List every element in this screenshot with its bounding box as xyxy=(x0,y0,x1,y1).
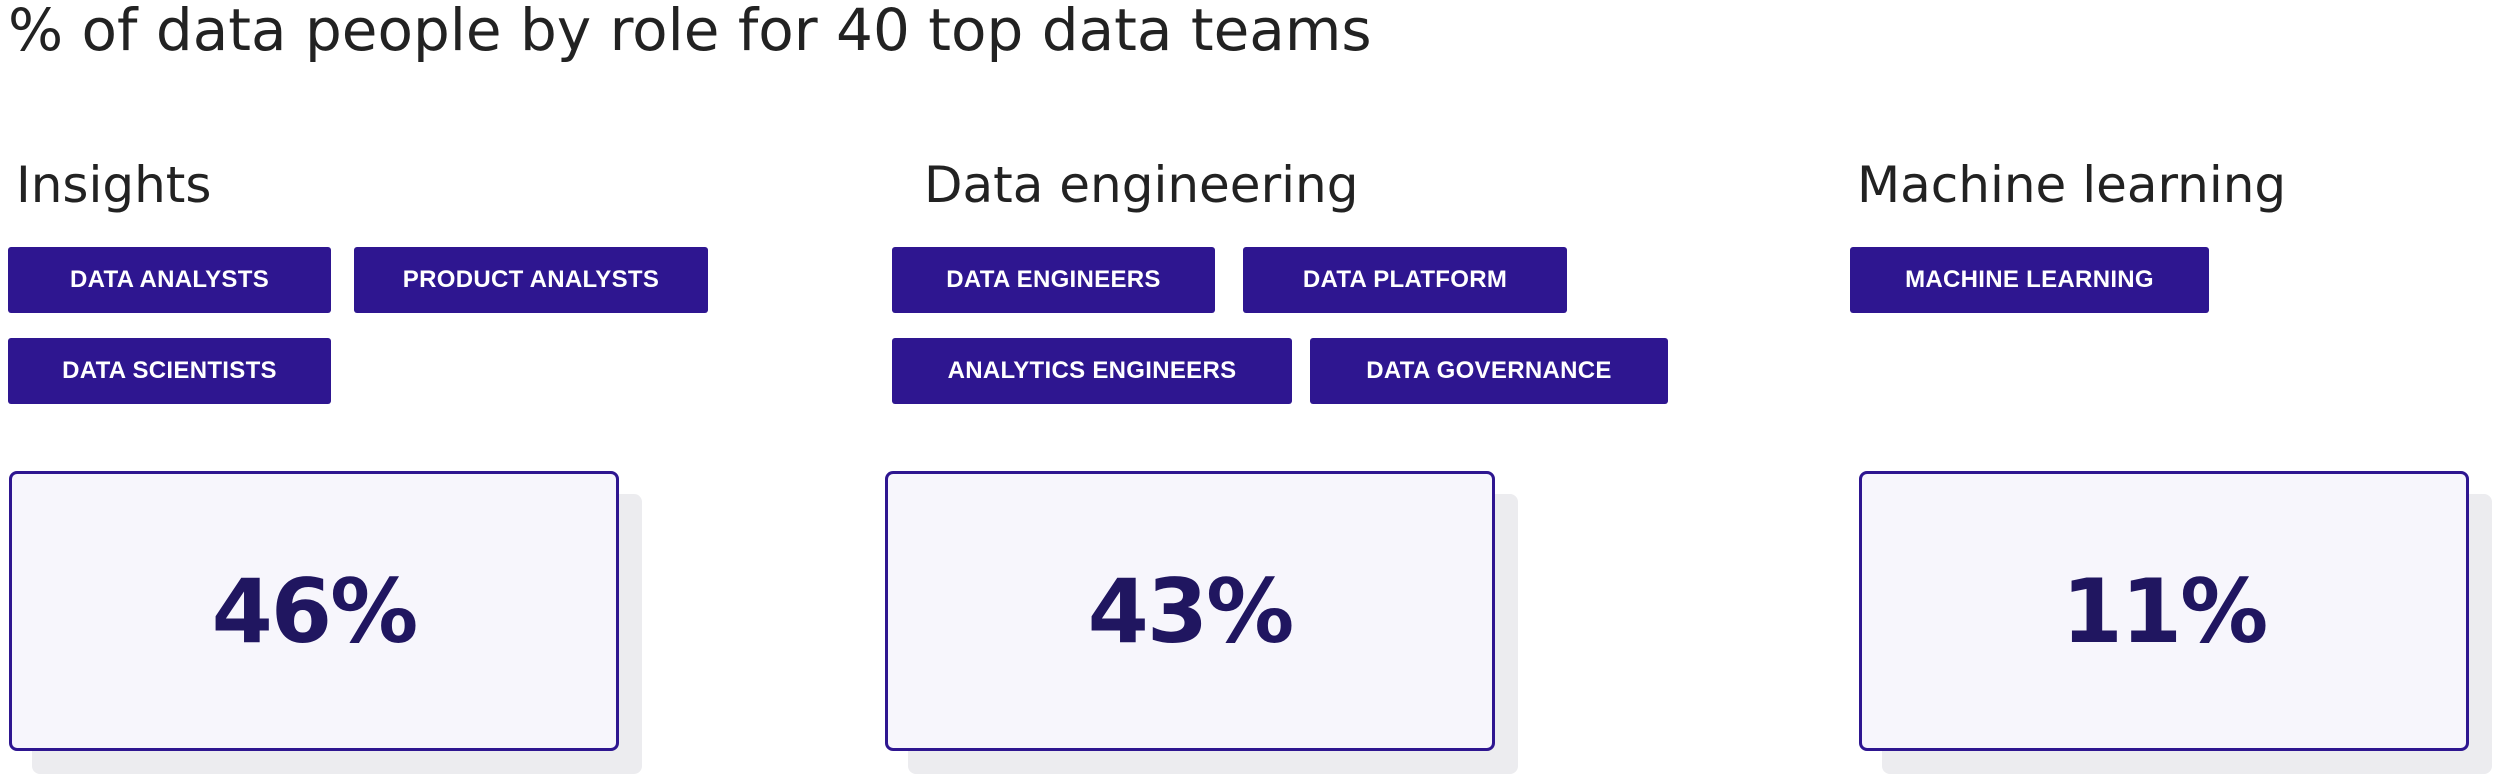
value-card-data-engineering: 43% xyxy=(885,471,1495,751)
role-tag-data-engineers: DATA ENGINEERS xyxy=(892,247,1215,313)
value-label-data-engineering: 43% xyxy=(1087,559,1295,663)
value-card-insights: 46% xyxy=(9,471,619,751)
value-label-insights: 46% xyxy=(211,559,419,663)
group-heading-machine-learning: Machine learning xyxy=(1857,156,2287,214)
role-tag-product-analysts: PRODUCT ANALYSTS xyxy=(354,247,708,313)
role-tag-data-analysts: DATA ANALYSTS xyxy=(8,247,331,313)
value-label-machine-learning: 11% xyxy=(2061,559,2269,663)
group-heading-insights: Insights xyxy=(16,156,212,214)
role-tag-analytics-engineers: ANALYTICS ENGINEERS xyxy=(892,338,1292,404)
role-tag-data-scientists: DATA SCIENTISTS xyxy=(8,338,331,404)
role-tag-data-platform: DATA PLATFORM xyxy=(1243,247,1567,313)
role-tag-data-governance: DATA GOVERNANCE xyxy=(1310,338,1668,404)
chart-title: % of data people by role for 40 top data… xyxy=(8,0,1372,64)
role-tag-machine-learning: MACHINE LEARNING xyxy=(1850,247,2209,313)
value-card-machine-learning: 11% xyxy=(1859,471,2469,751)
group-heading-data-engineering: Data engineering xyxy=(924,156,1359,214)
